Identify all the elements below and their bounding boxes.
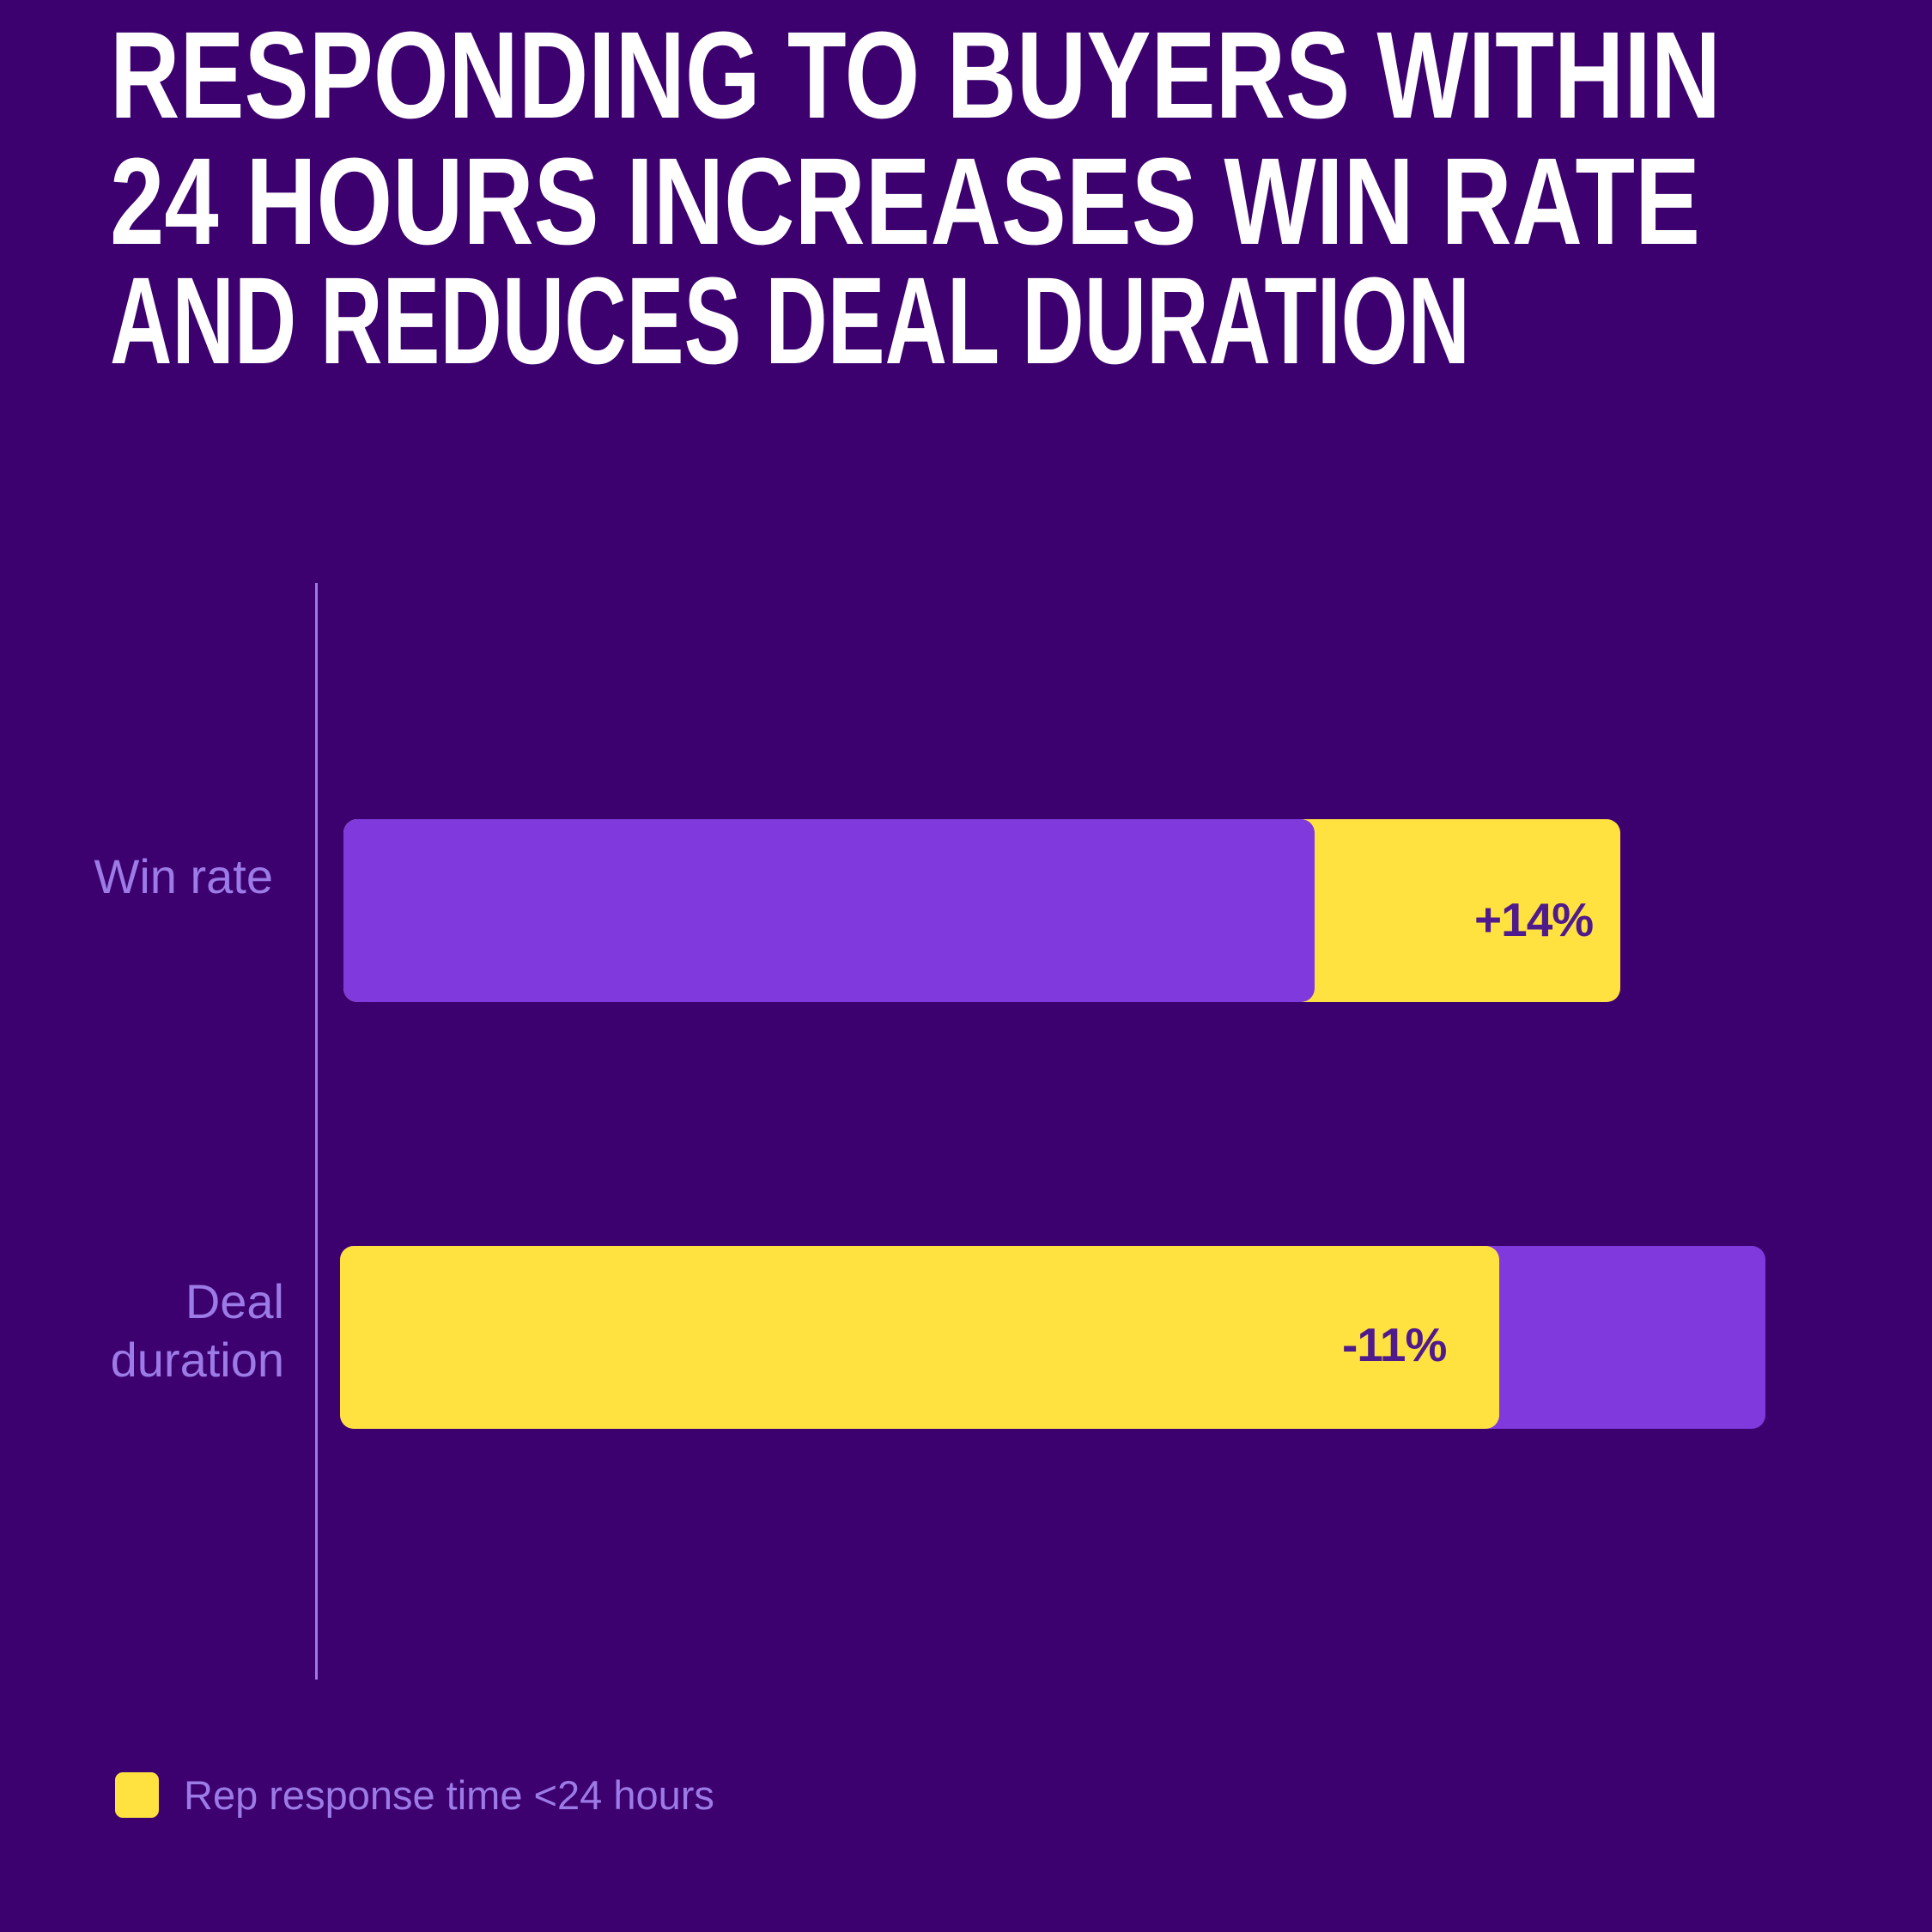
category-label-line: Win rate: [94, 849, 274, 903]
y-axis-line: [315, 583, 318, 1680]
value-label-win-rate: +14%: [1474, 893, 1594, 946]
chart-title-line-2: 24 HOURS INCREASES WIN RATE: [110, 132, 1700, 270]
value-label-deal-duration: -11%: [1342, 1318, 1447, 1371]
category-label-deal-duration: Deal duration: [27, 1273, 284, 1389]
category-label-line: duration: [110, 1333, 284, 1387]
category-label-line: Deal: [185, 1274, 284, 1328]
bar-group-win-rate: +14%: [343, 819, 1620, 1002]
bar-group-deal-duration: -11%: [340, 1246, 1765, 1429]
legend-swatch-yellow: [115, 1772, 159, 1818]
bar-deal-duration-under-24h: [340, 1246, 1499, 1429]
chart-title-line-3: AND REDUCES DEAL DURATION: [110, 252, 1470, 390]
legend-label: Rep response time <24 hours: [184, 1772, 714, 1818]
legend: Rep response time <24 hours: [115, 1772, 714, 1818]
category-label-win-rate: Win rate: [15, 848, 274, 906]
chart-title-line-1: RESPONDING TO BUYERS WITHIN: [110, 6, 1721, 144]
bar-win-rate-baseline: [343, 819, 1315, 1002]
